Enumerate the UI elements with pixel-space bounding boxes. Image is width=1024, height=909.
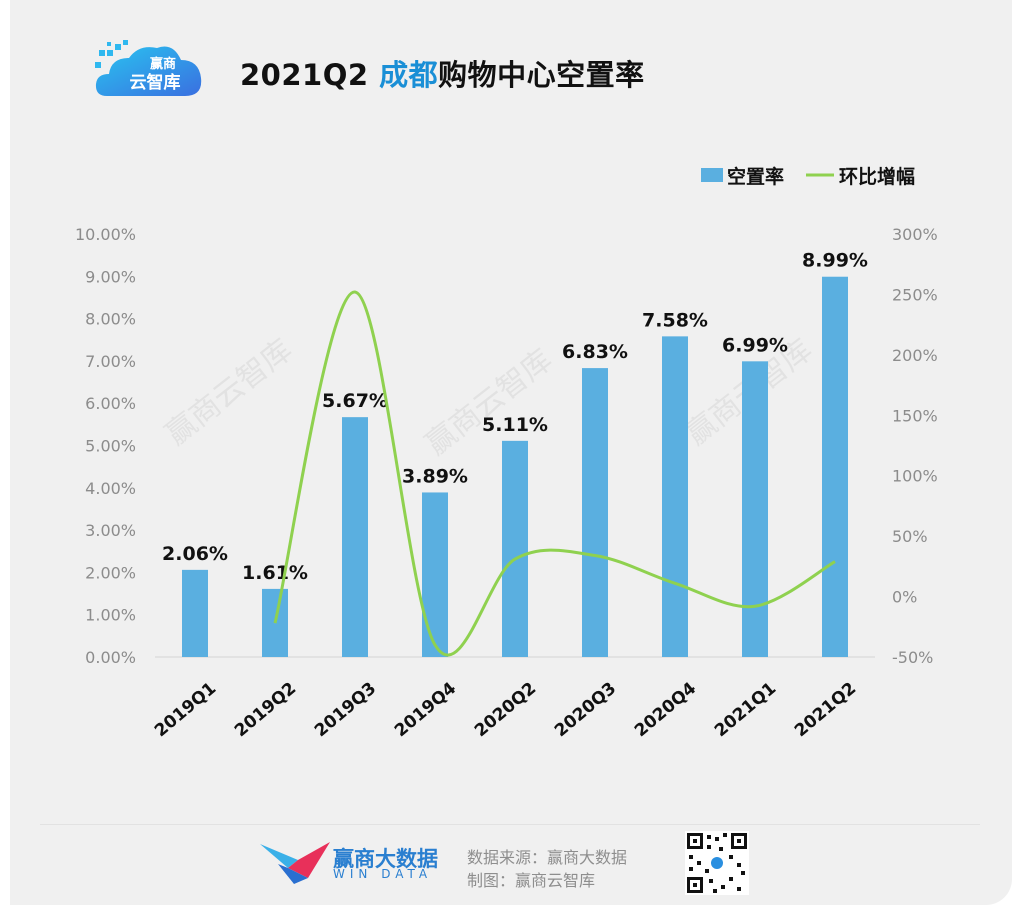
y-left-tick-label: 5.00%: [85, 437, 136, 456]
chart-maker: 制图：赢商云智库: [467, 871, 596, 890]
y-right-tick-label: 250%: [892, 285, 938, 304]
y-left-tick-label: 7.00%: [85, 352, 136, 371]
logo-line2: 云智库: [130, 72, 181, 93]
bar: [502, 440, 528, 657]
bar: [742, 361, 768, 657]
y-left-tick-label: 9.00%: [85, 267, 136, 286]
bar-value-label: 5.67%: [322, 390, 388, 412]
y-left-tick-label: 0.00%: [85, 648, 136, 667]
x-tick-label: 2019Q1: [151, 679, 220, 742]
x-tick-label: 2019Q4: [391, 678, 460, 741]
x-tick-label: 2020Q3: [551, 679, 620, 742]
y-left-tick-label: 1.00%: [85, 606, 136, 625]
bar: [822, 276, 848, 657]
title-prefix: 2021Q2: [240, 58, 380, 92]
bar-value-label: 2.06%: [162, 543, 228, 565]
y-right-tick-label: 50%: [892, 527, 928, 546]
qr-code-icon: [685, 831, 749, 895]
x-tick-label: 2021Q2: [791, 679, 860, 742]
logo-line1: 赢商: [150, 56, 176, 72]
windata-logo-icon: [260, 842, 330, 884]
bar: [582, 368, 608, 657]
watermark-text: 赢商云智库: [419, 343, 559, 463]
series-line-mom-growth: [273, 290, 836, 657]
bar: [182, 569, 208, 657]
data-source: 数据来源：赢商大数据: [467, 848, 628, 867]
x-tick-label: 2019Q3: [311, 679, 380, 742]
bar-value-label: 3.89%: [402, 465, 468, 487]
bar-value-label: 6.99%: [722, 334, 788, 356]
bar-value-label: 8.99%: [802, 250, 868, 272]
y-left-tick-label: 6.00%: [85, 394, 136, 413]
page-title: 2021Q2 成都购物中心空置率: [240, 52, 645, 94]
y-left-tick-label: 4.00%: [85, 479, 136, 498]
y-left-tick-label: 8.00%: [85, 310, 136, 329]
bar: [662, 336, 688, 657]
y-right-tick-label: 300%: [892, 225, 938, 244]
bar-value-label: 5.11%: [482, 414, 548, 436]
y-left-tick-label: 3.00%: [85, 521, 136, 540]
legend-line-label: 环比增幅: [839, 165, 915, 188]
x-tick-label: 2020Q4: [631, 678, 700, 741]
y-left-tick-label: 2.00%: [85, 563, 136, 582]
y-right-tick-label: 100%: [892, 467, 938, 486]
y-right-tick-label: 150%: [892, 406, 938, 425]
x-tick-label: 2019Q2: [231, 679, 300, 742]
brand-logo: 赢商 云智库: [95, 40, 202, 96]
legend-bar-label: 空置率: [727, 165, 784, 188]
title-city: 成都: [379, 58, 439, 92]
footer-brand-name: 赢商大数据: [333, 847, 438, 871]
y-right-tick-label: 200%: [892, 346, 938, 365]
x-tick-label: 2021Q1: [711, 679, 780, 742]
bar-value-label: 7.58%: [642, 309, 708, 331]
watermark-text: 赢商云智库: [159, 333, 299, 453]
footer-divider: [40, 824, 980, 825]
bar-value-label: 1.61%: [242, 562, 308, 584]
x-tick-label: 2020Q2: [471, 679, 540, 742]
y-right-tick-label: -50%: [892, 648, 933, 667]
title-suffix: 购物中心空置率: [438, 58, 645, 92]
y-left-tick-label: 10.00%: [75, 225, 136, 244]
bar: [342, 417, 368, 657]
bar: [422, 492, 448, 657]
bar-value-label: 6.83%: [562, 341, 628, 363]
y-right-tick-label: 0%: [892, 588, 917, 607]
legend-bar-swatch: [701, 168, 723, 182]
footer-brand-en: WIN DATA: [333, 867, 433, 881]
